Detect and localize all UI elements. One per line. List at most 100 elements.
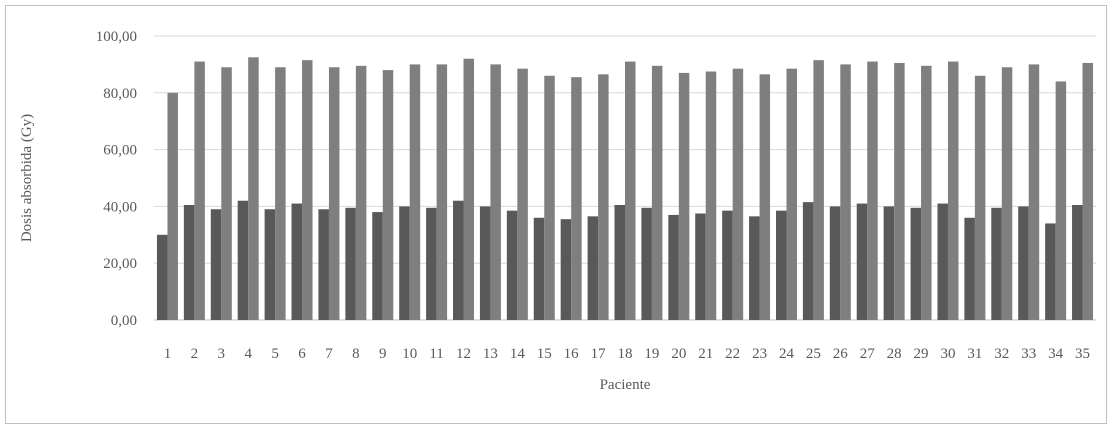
- bar-series-1: [453, 200, 464, 320]
- bar-series-1: [479, 206, 491, 320]
- bar-series-1: [910, 207, 922, 320]
- x-tick-label: 19: [644, 346, 659, 362]
- x-tick-label: 4: [244, 346, 252, 362]
- x-tick-label: 9: [379, 346, 387, 362]
- bar-series-2: [355, 65, 367, 320]
- bar-series-2: [625, 61, 636, 321]
- bar-series-1: [237, 200, 249, 320]
- x-axis-title: Paciente: [600, 377, 651, 393]
- bar-series-2: [328, 67, 340, 320]
- x-tick-label: 26: [833, 346, 849, 362]
- bar-series-2: [651, 65, 663, 320]
- bar-series-2: [248, 57, 259, 321]
- y-axis-title: Dosis absorbida (Gy): [19, 114, 35, 242]
- x-tick-label: 13: [483, 346, 498, 362]
- bar-series-1: [183, 204, 195, 320]
- bar-series-1: [533, 217, 545, 320]
- bar-series-2: [732, 68, 744, 320]
- bar-series-1: [883, 206, 895, 320]
- bar-series-2: [894, 62, 905, 320]
- bar-series-2: [517, 68, 528, 320]
- bar-series-2: [463, 58, 475, 320]
- x-tick-label: 11: [429, 346, 443, 362]
- y-tick-label: 40,00: [103, 199, 137, 215]
- x-tick-label: 15: [537, 346, 552, 362]
- bar-series-2: [490, 64, 501, 321]
- bar-series-1: [802, 202, 814, 320]
- bar-series-1: [641, 207, 652, 320]
- bar-series-2: [194, 61, 205, 321]
- bar-series-1: [587, 216, 599, 320]
- bar-series-1: [829, 206, 841, 320]
- x-tick-label: 14: [510, 346, 526, 362]
- bar-series-2: [571, 77, 582, 321]
- bar-series-2: [705, 71, 717, 320]
- bar-series-1: [506, 210, 518, 320]
- y-tick-label: 60,00: [103, 143, 137, 159]
- y-tick-label: 20,00: [103, 256, 137, 272]
- bar-series-1: [775, 210, 787, 320]
- bar-series-1: [937, 203, 948, 320]
- x-tick-label: 25: [806, 346, 821, 362]
- bar-series-1: [695, 213, 706, 320]
- bar-series-2: [678, 72, 690, 320]
- bar-series-2: [813, 60, 824, 320]
- x-tick-label: 2: [191, 346, 199, 362]
- x-tick-label: 22: [725, 346, 740, 362]
- x-tick-label: 16: [564, 346, 580, 362]
- bar-series-2: [598, 74, 609, 320]
- x-tick-label: 8: [352, 346, 360, 362]
- x-tick-label: 20: [671, 346, 686, 362]
- x-tick-label: 24: [779, 346, 795, 362]
- x-tick-label: 34: [1048, 346, 1064, 362]
- bar-series-1: [1045, 223, 1056, 320]
- x-tick-label: 12: [456, 346, 471, 362]
- bar-series-2: [436, 64, 448, 321]
- bar-series-1: [372, 212, 383, 320]
- bar-series-1: [560, 219, 572, 320]
- x-tick-label: 5: [271, 346, 279, 362]
- x-tick-label: 21: [698, 346, 713, 362]
- bar-series-1: [426, 207, 437, 320]
- bar-series-1: [614, 204, 625, 320]
- bar-series-1: [318, 209, 329, 320]
- bar-series-1: [991, 207, 1002, 320]
- x-tick-label: 29: [914, 346, 929, 362]
- x-tick-label: 18: [618, 346, 633, 362]
- bars: [156, 57, 1094, 321]
- bar-series-2: [544, 75, 555, 320]
- bar-series-1: [291, 203, 303, 320]
- bar-series-1: [210, 209, 222, 320]
- bar-series-2: [786, 68, 797, 320]
- bar-series-1: [722, 210, 733, 320]
- bar-series-1: [1072, 204, 1083, 320]
- x-axis-tick-labels: 1 2 3 4 5 6 7 8 9 10 11 12 13 14 15 16 17 18 19 20 21 22 23 24 2…: [164, 346, 1090, 362]
- bar-series-2: [221, 67, 232, 320]
- bar-series-2: [921, 65, 932, 320]
- bar-series-1: [749, 216, 760, 320]
- bar-series-2: [1055, 81, 1067, 320]
- x-tick-label: 1: [164, 346, 172, 362]
- x-tick-label: 3: [218, 346, 226, 362]
- x-tick-label: 32: [994, 346, 1009, 362]
- bar-series-2: [974, 75, 986, 320]
- bar-series-2: [382, 70, 394, 320]
- bar-series-1: [964, 217, 975, 320]
- x-tick-label: 6: [298, 346, 306, 362]
- x-tick-label: 33: [1021, 346, 1036, 362]
- bar-series-2: [302, 60, 313, 320]
- x-tick-label: 35: [1075, 346, 1090, 362]
- x-tick-label: 30: [940, 346, 955, 362]
- x-tick-label: 7: [325, 346, 333, 362]
- bar-series-2: [1082, 62, 1094, 320]
- y-tick-label: 100,00: [96, 29, 137, 45]
- bar-series-1: [856, 203, 868, 320]
- bar-series-2: [1028, 64, 1040, 321]
- y-tick-label: 0,00: [111, 313, 137, 329]
- x-tick-label: 17: [591, 346, 607, 362]
- bar-series-2: [1001, 67, 1013, 320]
- bar-series-2: [409, 64, 421, 321]
- bar-series-2: [275, 67, 286, 320]
- bar-series-1: [156, 234, 168, 320]
